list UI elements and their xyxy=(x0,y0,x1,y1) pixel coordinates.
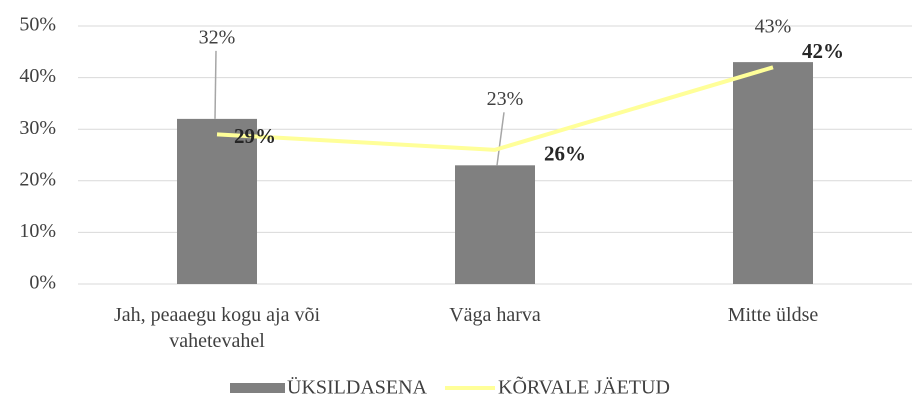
x-tick-label: Väga harva xyxy=(449,304,541,326)
y-tick-label: 30% xyxy=(19,117,56,139)
y-tick-label: 0% xyxy=(29,272,56,294)
data-label: 23% xyxy=(487,88,524,110)
leader-line xyxy=(496,112,505,166)
y-tick-label: 20% xyxy=(19,168,56,190)
bar xyxy=(733,62,813,285)
line xyxy=(216,65,774,152)
data-label: 43% xyxy=(755,16,792,38)
y-tick-label: 10% xyxy=(19,220,56,242)
x-tick-label: Jah, peaaegu kogu aja või vahetevahel xyxy=(113,304,321,352)
y-tick-label: 40% xyxy=(19,65,56,87)
data-label: 42% xyxy=(802,39,844,63)
y-tick-label: 50% xyxy=(19,14,56,36)
x-tick-label: Mitte üldse xyxy=(727,304,819,326)
data-label: 32% xyxy=(199,26,236,48)
leader-line xyxy=(214,50,217,119)
bar xyxy=(177,118,257,284)
legend-label: KÕRVALE JÄETUD xyxy=(498,375,670,399)
legend-swatch xyxy=(230,383,285,393)
data-label: 29% xyxy=(234,124,276,148)
bar xyxy=(455,165,535,284)
legend-label: ÜKSILDASENA xyxy=(287,376,428,399)
data-label: 26% xyxy=(544,142,586,166)
